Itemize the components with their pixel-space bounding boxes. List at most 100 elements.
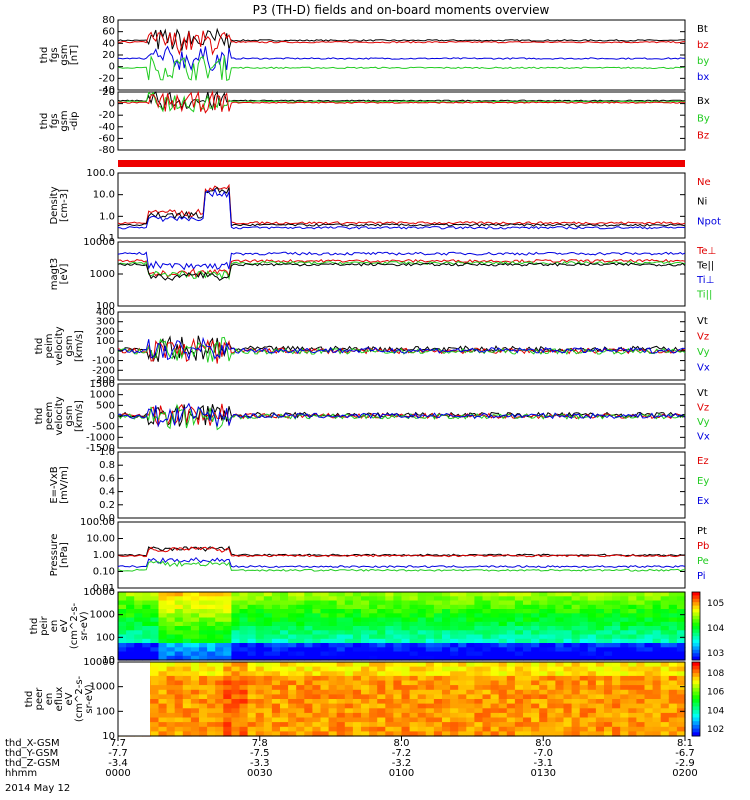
spectrogram-cell	[417, 675, 427, 682]
spectrogram-cell	[506, 685, 516, 691]
y-tick-label: 20	[102, 87, 115, 98]
spectrogram-cell	[514, 604, 524, 610]
y-tick-label: 1.0	[99, 447, 115, 458]
spectrogram-cell	[652, 699, 662, 705]
spectrogram-cell	[328, 671, 338, 677]
series-line-green	[117, 560, 686, 572]
spectrogram-cell	[393, 647, 403, 653]
spectrogram-cell	[385, 592, 394, 597]
spectrogram-cell	[498, 717, 508, 723]
spectrogram-cell	[571, 694, 581, 700]
spectrogram-cell	[652, 671, 662, 677]
spectrogram-cell	[393, 680, 403, 686]
spectrogram-cell	[142, 617, 151, 623]
spectrogram-cell	[579, 613, 589, 619]
spectrogram-cell	[474, 617, 484, 623]
spectrogram-cell	[555, 592, 565, 597]
spectrogram-cell	[312, 600, 322, 606]
spectrogram-cell	[523, 647, 532, 653]
spectrogram-cell	[255, 712, 265, 719]
spectrogram-cell	[676, 685, 686, 691]
spectrogram-cell	[490, 731, 500, 737]
spectrogram-cell	[458, 638, 467, 644]
spectrogram-cell	[304, 651, 313, 657]
spectrogram-cell	[150, 630, 160, 636]
spectrogram-cell	[425, 609, 435, 614]
spectrogram-cell	[393, 703, 403, 709]
spectrogram-cell	[442, 647, 451, 653]
spectrogram-cell	[425, 617, 435, 623]
spectrogram-cell	[215, 626, 224, 631]
series-line-green	[117, 336, 686, 363]
spectrogram-cell	[328, 731, 338, 737]
spectrogram-cell	[660, 647, 670, 653]
legend-entry: Bx	[697, 96, 710, 107]
spectrogram-cell	[571, 596, 581, 602]
spectrogram-cell	[255, 675, 265, 682]
spectrogram-cell	[433, 675, 443, 682]
spectrogram-cell	[255, 662, 265, 668]
spectrogram-cell	[433, 634, 443, 640]
spectrogram-cell	[547, 689, 556, 695]
spectrogram-cell	[280, 604, 289, 610]
spectrogram-cell	[255, 621, 265, 627]
spectrogram-cell	[174, 680, 184, 686]
spectrogram-cell	[587, 638, 597, 644]
spectrogram-cell	[174, 613, 184, 619]
spectrogram-cell	[247, 708, 257, 714]
spectrogram-cell	[458, 643, 467, 648]
spectrogram-cell	[587, 671, 597, 677]
spectrogram-cell	[442, 617, 451, 623]
spectrogram-cell	[288, 689, 297, 695]
spectrogram-cell	[199, 600, 208, 606]
spectrogram-cell	[215, 613, 224, 619]
spectrogram-cell	[401, 630, 411, 636]
spectrogram-cell	[312, 685, 322, 691]
spectrogram-cell	[296, 655, 305, 661]
spectrogram-cell	[369, 717, 378, 723]
spectrogram-cell	[409, 643, 419, 648]
spectrogram-cell	[247, 712, 257, 719]
spectrogram-cell	[182, 609, 192, 614]
spectrogram-cell	[587, 722, 597, 728]
spectrogram-cell	[474, 671, 484, 677]
spectrogram-cell	[587, 626, 597, 631]
spectrogram-cell	[563, 708, 573, 714]
y-tick-label: 1000	[90, 682, 115, 693]
spectrogram-cell	[450, 609, 459, 614]
spectrogram-cell	[676, 726, 686, 732]
spectrogram-cell	[531, 643, 540, 648]
spectrogram-cell	[644, 708, 654, 714]
spectrogram-cell	[644, 651, 654, 657]
spectrogram-cell	[474, 592, 484, 597]
spectrogram-cell	[498, 600, 508, 606]
spectrogram-cell	[676, 651, 686, 657]
spectrogram-cell	[150, 675, 160, 682]
spectrogram-cell	[417, 666, 427, 672]
spectrogram-cell	[474, 731, 484, 737]
spectrogram-cell	[247, 675, 257, 682]
spectrogram-cell	[636, 703, 646, 709]
spectrogram-cell	[328, 708, 338, 714]
spectrogram-cell	[668, 689, 678, 695]
spectrogram-cell	[458, 722, 467, 728]
spectrogram-cell	[207, 666, 216, 672]
spectrogram-cell	[523, 651, 532, 657]
spectrogram-cell	[150, 647, 160, 653]
spectrogram-cell	[652, 689, 662, 695]
spectrogram-cell	[255, 685, 265, 691]
spectrogram-cell	[158, 731, 168, 737]
x-row-value: -7.5	[250, 748, 270, 759]
spectrogram-cell	[288, 609, 297, 614]
spectrogram-cell	[644, 592, 654, 597]
spectrogram-cell	[239, 609, 249, 614]
spectrogram-cell	[280, 662, 289, 668]
spectrogram-cell	[458, 609, 467, 614]
spectrogram-cell	[636, 604, 646, 610]
spectrogram-cell	[498, 689, 508, 695]
spectrogram-cell	[369, 613, 378, 619]
spectrogram-cell	[239, 726, 249, 732]
spectrogram-cell	[126, 621, 135, 627]
spectrogram-cell	[158, 596, 168, 602]
spectrogram-cell	[620, 703, 629, 709]
